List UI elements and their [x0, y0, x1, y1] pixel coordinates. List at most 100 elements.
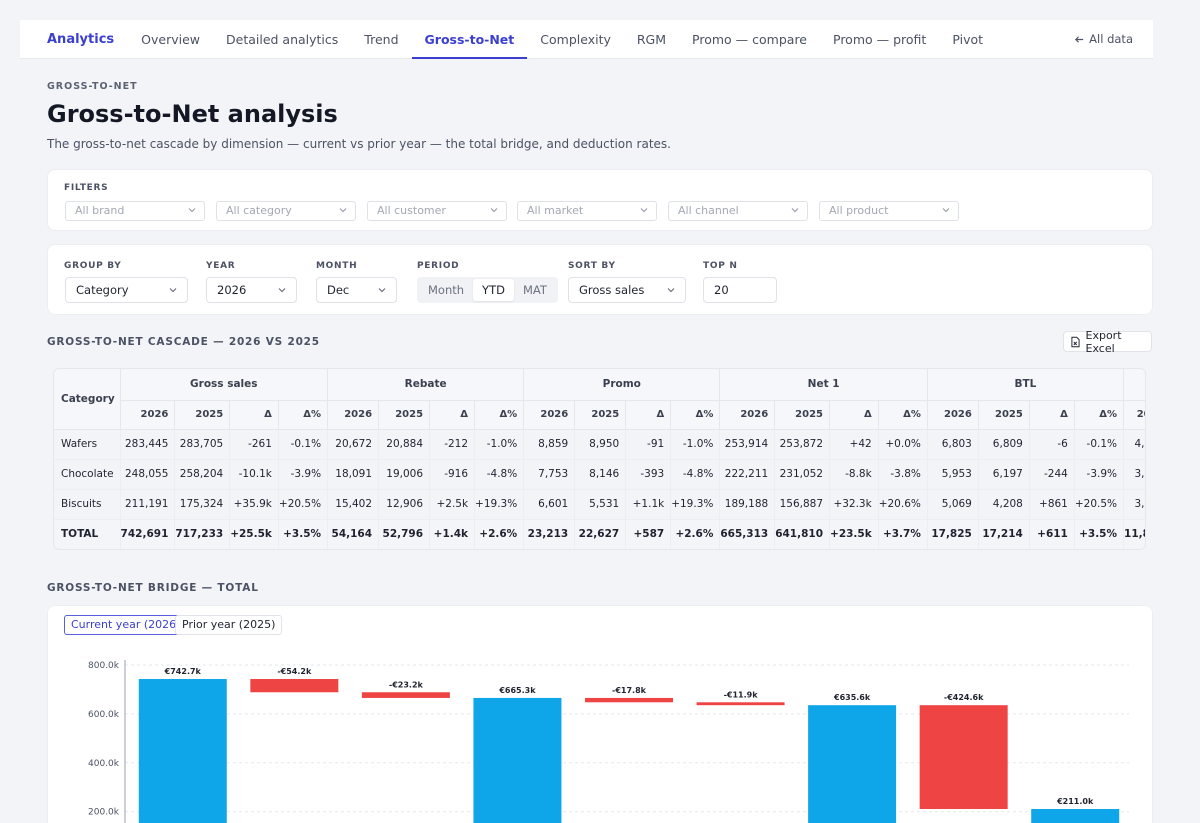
cell-delta-pct: +3.5%: [1074, 519, 1125, 549]
top-n-value: 20: [714, 283, 729, 297]
market-filter[interactable]: All market: [517, 201, 657, 221]
export-excel-button[interactable]: Export Excel: [1063, 329, 1152, 355]
subheader-2026[interactable]: 2026: [327, 400, 380, 430]
subheader-delta-pct[interactable]: Δ%: [1074, 400, 1125, 430]
all-data-label: All data: [1089, 32, 1133, 46]
subheader-delta-pct[interactable]: Δ%: [278, 400, 329, 430]
chevron-down-icon: [667, 288, 675, 293]
customer-filter-value: All customer: [377, 204, 446, 217]
cascade-table-wrapper: Category Gross sales Rebate Promo Net 1 …: [53, 368, 1146, 550]
subheader-2026[interactable]: 2026: [120, 400, 176, 430]
cell-delta: +861: [1029, 489, 1075, 520]
deduction-bar: [585, 697, 673, 703]
cell-2026: 248,055: [120, 459, 176, 490]
year-select[interactable]: 2026: [206, 277, 297, 303]
product-filter[interactable]: All product: [819, 201, 959, 221]
dim-header[interactable]: Category: [54, 369, 121, 430]
subheader-delta[interactable]: Δ: [1029, 400, 1075, 430]
group-header-btl: BTL: [927, 369, 1125, 401]
cell-2026: 54,164: [327, 519, 380, 549]
group-by-select[interactable]: Category: [65, 277, 188, 303]
bar-value-label: €211.0k: [1056, 797, 1094, 806]
chevron-down-icon: [188, 208, 196, 213]
cell-2025: 717,233: [174, 519, 231, 549]
group-header-extra: [1123, 369, 1145, 401]
sort-by-value: Gross sales: [579, 283, 645, 297]
top-n-label: TOP N: [703, 261, 738, 271]
cascade-heading: GROSS-TO-NET CASCADE — 2026 VS 2025: [47, 336, 320, 348]
cascade-table: Category Gross sales Rebate Promo Net 1 …: [54, 369, 1145, 549]
tab-promo-compare[interactable]: Promo — compare: [692, 31, 807, 47]
tab-pivot[interactable]: Pivot: [952, 31, 984, 47]
period-month[interactable]: Month: [428, 283, 465, 297]
tab-overview[interactable]: Overview: [141, 31, 200, 47]
cell-2025: 258,204: [174, 459, 231, 490]
month-select[interactable]: Dec: [316, 277, 397, 303]
cell-2026: 189,188: [719, 489, 776, 520]
chevron-down-icon: [339, 208, 347, 213]
sort-by-select[interactable]: Gross sales: [568, 277, 686, 303]
cell-delta-pct: +19.3%: [670, 489, 721, 520]
customer-filter[interactable]: All customer: [367, 201, 507, 221]
chevron-down-icon: [169, 288, 177, 293]
bridge-chart: 800.0k 600.0k 400.0k 200.0k €742.7k -€54.2k -€…: [88, 660, 1129, 823]
subheader-delta[interactable]: Δ: [829, 400, 879, 430]
subheader-2025[interactable]: 2025: [174, 400, 231, 430]
toggle-current-year[interactable]: Current year (2026): [64, 615, 188, 635]
cell-delta: -244: [1029, 459, 1075, 490]
brand-link[interactable]: Analytics: [47, 31, 115, 47]
cell-delta-pct: +3.5%: [278, 519, 329, 549]
deduction-bar: [361, 692, 450, 698]
tab-gross-to-net[interactable]: Gross-to-Net: [411, 20, 528, 59]
brand-filter[interactable]: All brand: [65, 201, 205, 221]
period-ytd[interactable]: YTD: [473, 279, 514, 301]
subheader-2026[interactable]: 2026: [927, 400, 979, 430]
tab-trend[interactable]: Trend: [364, 31, 399, 47]
subheader-delta-pct[interactable]: Δ%: [878, 400, 928, 430]
subheader-2025[interactable]: 2025: [774, 400, 831, 430]
tab-detailed-analytics[interactable]: Detailed analytics: [226, 31, 339, 47]
brand-filter-value: All brand: [75, 204, 125, 217]
subheader-delta[interactable]: Δ: [429, 400, 476, 430]
total-bar: [473, 697, 562, 823]
cell-2026: 23,213: [523, 519, 576, 549]
all-data-link[interactable]: All data: [1074, 32, 1133, 46]
tab-rgm[interactable]: RGM: [636, 31, 667, 47]
group-header-gross-sales: Gross sales: [120, 369, 329, 401]
toggle-prior-year[interactable]: Prior year (2025): [175, 615, 283, 635]
subheader-delta-pct[interactable]: Δ%: [670, 400, 721, 430]
table-row: Wafers 283,445 283,705 -261 -0.1% 20,672 20,88…: [54, 429, 1145, 460]
cell-delta: +1.4k: [429, 519, 476, 549]
bar-value-label: -€424.6k: [944, 693, 984, 702]
subheader-delta[interactable]: Δ: [229, 400, 279, 430]
cell-delta: +25.5k: [229, 519, 279, 549]
table-row: Chocolate 248,055 258,204 -10.1k -3.9% 18,091…: [54, 459, 1145, 490]
subheader-delta[interactable]: Δ: [625, 400, 672, 430]
subheader-2025[interactable]: 2025: [574, 400, 627, 430]
category-filter[interactable]: All category: [216, 201, 356, 221]
subheader-2026[interactable]: 2026: [523, 400, 576, 430]
subheader-2026[interactable]: 2026: [719, 400, 776, 430]
cell-2025: 156,887: [774, 489, 831, 520]
total-row: TOTAL 742,691 717,233 +25.5k +3.5% 54,164 52,7…: [54, 519, 1145, 549]
controls-card: GROUP BY Category YEAR 2026 MONTH Dec PE…: [47, 244, 1153, 315]
cell-2025: 283,705: [174, 429, 231, 460]
tab-complexity[interactable]: Complexity: [540, 31, 611, 47]
subheader-2026[interactable]: 2026: [1123, 400, 1145, 430]
top-n-input[interactable]: 20: [703, 277, 777, 303]
channel-filter[interactable]: All channel: [668, 201, 808, 221]
cell-delta-pct: +2.6%: [474, 519, 525, 549]
row-name: TOTAL: [54, 519, 121, 549]
subheader-2025[interactable]: 2025: [378, 400, 431, 430]
cell-2026: 3,379: [1123, 489, 1145, 520]
subheader-2025[interactable]: 2025: [978, 400, 1030, 430]
cell-delta-pct: -0.1%: [1074, 429, 1125, 460]
total-bar: [138, 679, 227, 823]
cell-delta: +42: [829, 429, 879, 460]
period-mat[interactable]: MAT: [522, 283, 547, 297]
cell-2025: 20,884: [378, 429, 431, 460]
group-header-rebate: Rebate: [327, 369, 525, 401]
subheader-delta-pct[interactable]: Δ%: [474, 400, 525, 430]
tab-promo-profit[interactable]: Promo — profit: [833, 31, 927, 47]
filters-card: FILTERS All brand All category All custo…: [47, 169, 1153, 231]
